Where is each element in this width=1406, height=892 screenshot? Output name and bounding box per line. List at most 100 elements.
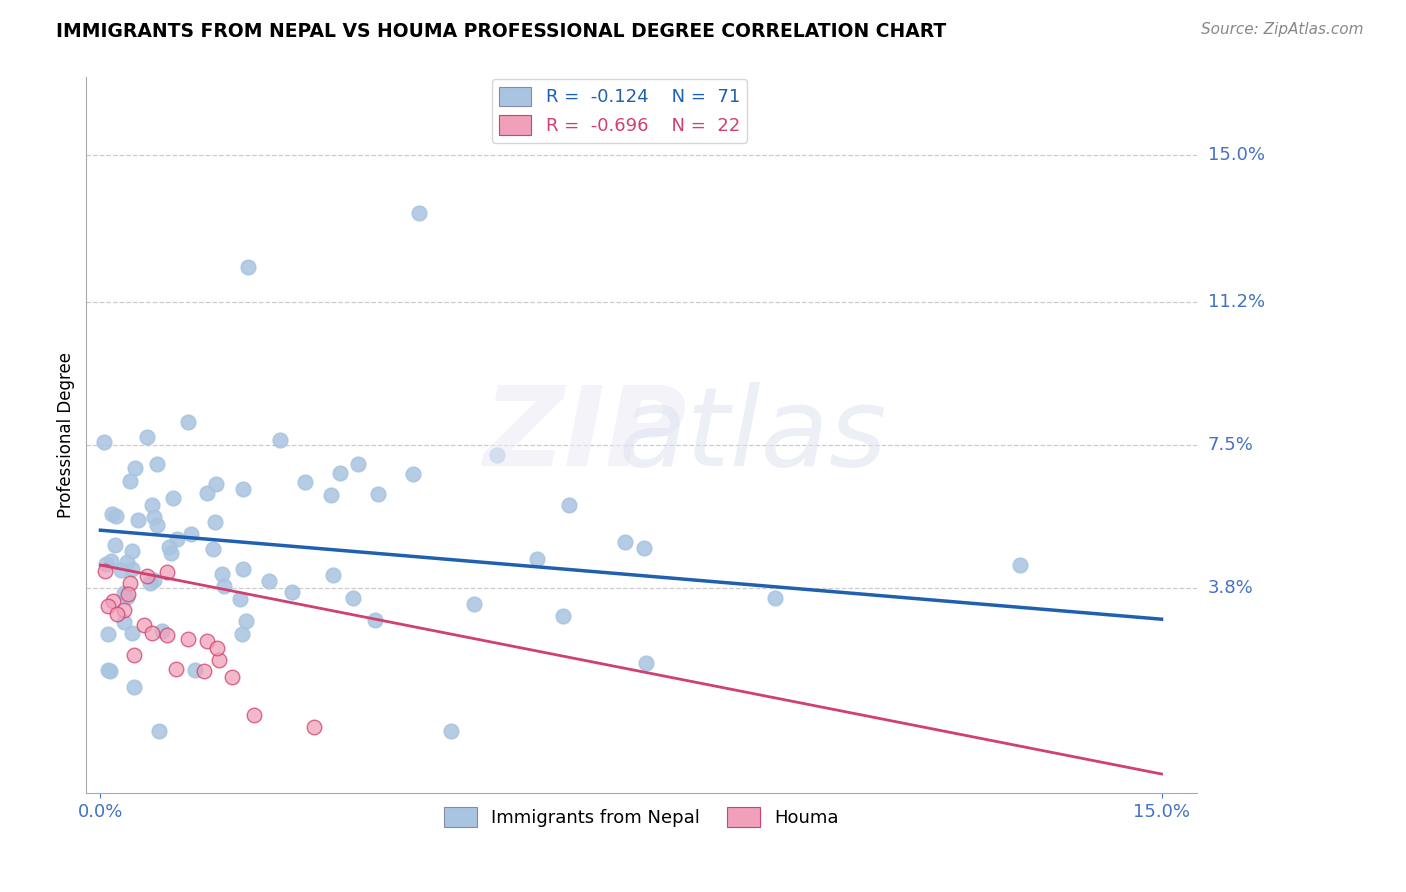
Point <box>558 498 581 512</box>
Point <box>121 544 143 558</box>
Point <box>165 662 187 676</box>
Point <box>166 533 188 547</box>
Point <box>112 603 135 617</box>
Point <box>180 527 202 541</box>
Point <box>112 615 135 629</box>
Point <box>97 626 120 640</box>
Point <box>322 568 344 582</box>
Text: Source: ZipAtlas.com: Source: ZipAtlas.com <box>1201 22 1364 37</box>
Text: atlas: atlas <box>619 382 887 489</box>
Point <box>486 448 509 462</box>
Point <box>212 578 235 592</box>
Point <box>105 607 128 622</box>
Point <box>117 587 139 601</box>
Point <box>402 467 425 481</box>
Text: 15.0%: 15.0% <box>1208 145 1264 164</box>
Point <box>346 458 368 472</box>
Text: IMMIGRANTS FROM NEPAL VS HOUMA PROFESSIONAL DEGREE CORRELATION CHART: IMMIGRANTS FROM NEPAL VS HOUMA PROFESSIO… <box>56 22 946 41</box>
Point <box>440 724 463 739</box>
Legend: Immigrants from Nepal, Houma: Immigrants from Nepal, Houma <box>437 800 846 834</box>
Point <box>229 591 252 606</box>
Point <box>97 663 120 677</box>
Point <box>221 670 243 684</box>
Point <box>195 486 218 500</box>
Point <box>115 555 138 569</box>
Point <box>614 535 637 549</box>
Point <box>1010 558 1032 572</box>
Point <box>138 575 160 590</box>
Point <box>235 614 257 628</box>
Point <box>231 626 253 640</box>
Point <box>112 585 135 599</box>
Point <box>201 542 224 557</box>
Point <box>364 614 387 628</box>
Point <box>122 648 145 662</box>
Point <box>177 415 200 429</box>
Point <box>162 491 184 506</box>
Point <box>553 609 575 624</box>
Point <box>302 720 325 734</box>
Point <box>463 597 485 611</box>
Point <box>141 499 163 513</box>
Point <box>121 562 143 576</box>
Point <box>105 509 128 524</box>
Point <box>408 206 430 220</box>
Point <box>156 628 179 642</box>
Point <box>148 724 170 739</box>
Point <box>100 554 122 568</box>
Point <box>97 599 120 613</box>
Point <box>143 510 166 524</box>
Text: 3.8%: 3.8% <box>1208 579 1253 598</box>
Point <box>101 593 124 607</box>
Point <box>146 457 169 471</box>
Point <box>208 653 231 667</box>
Point <box>176 632 198 647</box>
Text: 11.2%: 11.2% <box>1208 293 1264 311</box>
Point <box>259 574 281 588</box>
Point <box>143 573 166 587</box>
Point <box>205 641 228 656</box>
Point <box>763 591 786 605</box>
Point <box>101 507 124 521</box>
Point <box>329 466 352 480</box>
Point <box>124 460 146 475</box>
Point <box>281 585 304 599</box>
Point <box>160 546 183 560</box>
Point <box>124 680 146 694</box>
Point <box>120 576 142 591</box>
Text: ZIP: ZIP <box>484 382 688 489</box>
Point <box>94 557 117 571</box>
Y-axis label: Professional Degree: Professional Degree <box>58 352 75 518</box>
Point <box>121 625 143 640</box>
Point <box>205 476 228 491</box>
Point <box>150 624 173 639</box>
Point <box>127 513 149 527</box>
Point <box>269 433 291 447</box>
Point <box>155 565 177 579</box>
Text: 7.5%: 7.5% <box>1208 436 1253 454</box>
Point <box>104 538 127 552</box>
Point <box>232 562 254 576</box>
Point <box>319 488 342 502</box>
Point <box>526 552 548 566</box>
Point <box>110 563 132 577</box>
Point <box>634 656 657 670</box>
Point <box>236 260 259 274</box>
Point <box>633 541 655 555</box>
Point <box>184 664 207 678</box>
Point <box>136 568 159 582</box>
Point <box>195 633 218 648</box>
Point <box>243 708 266 723</box>
Point <box>204 515 226 529</box>
Point <box>231 482 253 496</box>
Point <box>98 664 121 678</box>
Point <box>211 566 233 581</box>
Point <box>118 474 141 488</box>
Point <box>141 626 163 640</box>
Point <box>342 591 364 606</box>
Point <box>94 564 117 578</box>
Point <box>146 517 169 532</box>
Point <box>294 475 316 490</box>
Point <box>157 540 180 554</box>
Point <box>115 590 138 604</box>
